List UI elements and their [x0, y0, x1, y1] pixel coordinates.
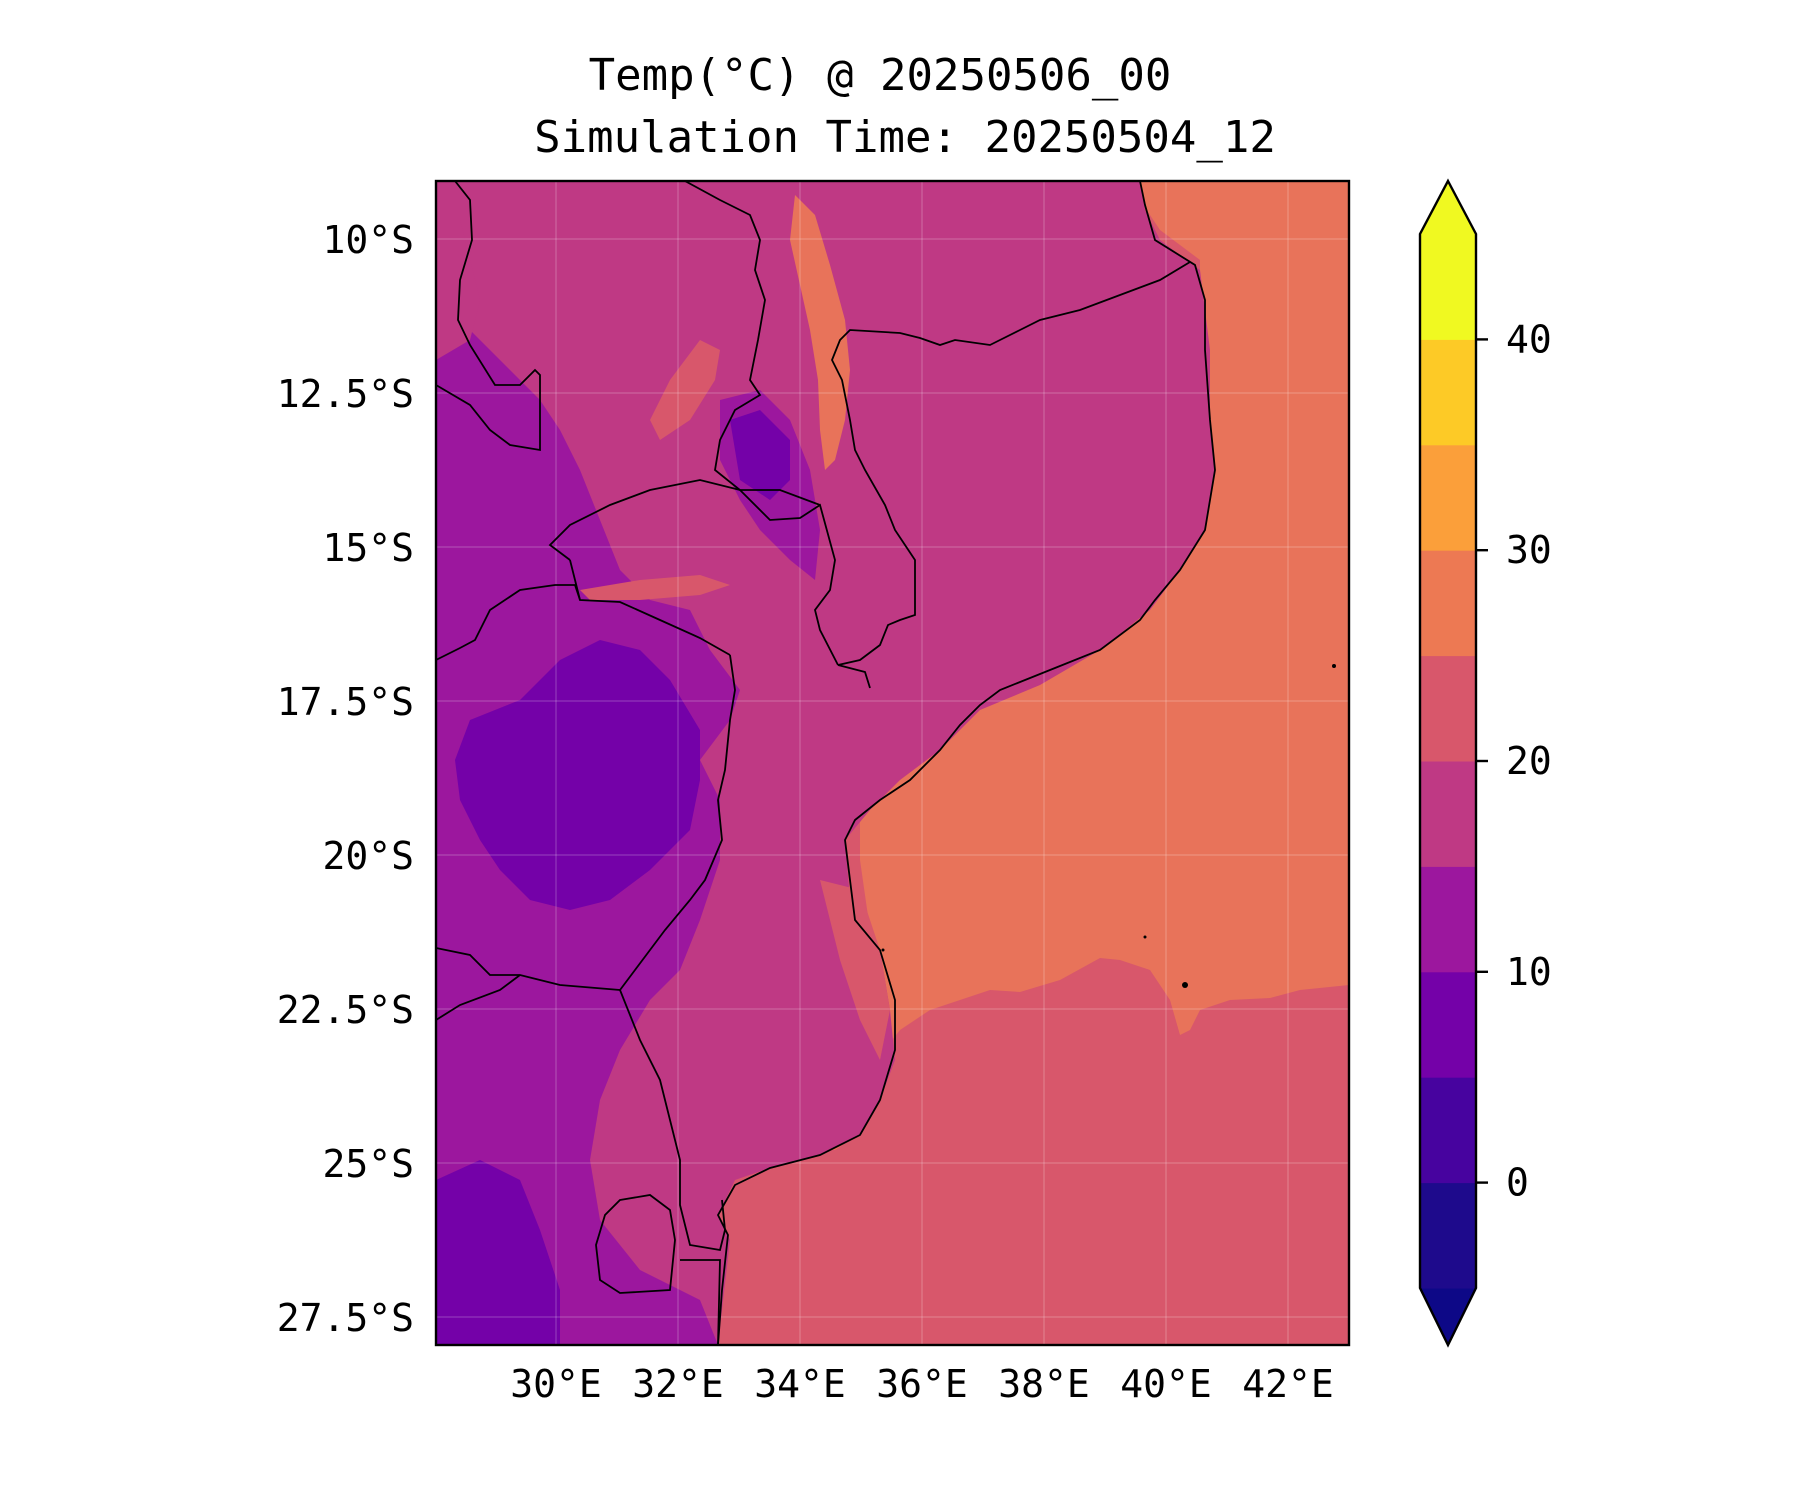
gridlines — [436, 181, 1349, 1345]
colorbar-tick-label: 10 — [1506, 950, 1552, 994]
warm-zambezi-strip — [580, 575, 730, 600]
colorbar-segment — [1420, 339, 1476, 446]
colorbar-extend-under — [1420, 1288, 1476, 1345]
lon-tick-label: 30°E — [510, 1362, 602, 1406]
lat-tick-label: 12.5°S — [277, 372, 414, 416]
lat-tick-label: 15°S — [322, 526, 414, 570]
land-cool-west-edge — [436, 181, 480, 360]
lon-tick-label: 34°E — [754, 1362, 846, 1406]
map-panel — [436, 181, 1349, 1345]
colorbar-segment — [1420, 971, 1476, 1078]
warm-luangwa-strip — [650, 340, 720, 440]
colorbar-tick-label: 40 — [1506, 317, 1552, 361]
colorbar-segment — [1420, 761, 1476, 867]
colorbar-segment — [1420, 550, 1476, 657]
lon-tick-label: 40°E — [1120, 1362, 1212, 1406]
colorbar-segment — [1420, 234, 1476, 340]
coastline — [716, 181, 1216, 1345]
colorbar-segment — [1420, 655, 1476, 762]
warm-rift-strip — [790, 195, 850, 470]
land-cold-zimbabwe — [455, 640, 700, 910]
colorbar-extend-over — [1420, 181, 1476, 234]
lon-tick-label: 36°E — [876, 1362, 968, 1406]
lat-tick-label: 20°S — [322, 834, 414, 878]
lon-tick-label: 42°E — [1242, 1362, 1334, 1406]
land-cold-north-central — [730, 410, 790, 500]
land-field — [436, 181, 1215, 1345]
islands — [881, 664, 1336, 988]
warm-coast-strip — [820, 880, 890, 1060]
lat-axis: 10°S 12.5°S 15°S 17.5°S 20°S 22.5°S 25°S… — [277, 218, 414, 1340]
colorbar-tick-label: 30 — [1506, 528, 1552, 572]
map-frame — [434, 179, 1351, 1347]
colorbar: 0 10 20 30 40 — [1418, 178, 1552, 1348]
colorbar-segment — [1420, 1182, 1476, 1289]
colorbar-segment — [1420, 444, 1476, 551]
colorbar-tick-label: 20 — [1506, 739, 1552, 783]
title-line-2: Simulation Time: 20250504_12 — [534, 112, 1276, 163]
land-cold-south — [436, 1160, 560, 1345]
ocean-north-field — [810, 181, 1349, 1150]
lon-tick-label: 38°E — [998, 1362, 1090, 1406]
lat-tick-label: 27.5°S — [277, 1296, 414, 1340]
title-line-1: Temp(°C) @ 20250506_00 — [588, 50, 1172, 101]
lat-tick-label: 22.5°S — [277, 988, 414, 1032]
lat-tick-label: 10°S — [322, 218, 414, 262]
colorbar-tick-label: 0 — [1506, 1161, 1529, 1205]
colorbar-outline — [1418, 178, 1478, 1348]
lat-tick-label: 17.5°S — [277, 680, 414, 724]
lon-tick-label: 32°E — [632, 1362, 724, 1406]
colorbar-segment — [1420, 1077, 1476, 1184]
lon-axis: 30°E 32°E 34°E 36°E 38°E 40°E 42°E — [510, 1362, 1334, 1406]
lat-tick-label: 25°S — [322, 1142, 414, 1186]
borders — [436, 181, 1191, 1345]
colorbar-segment — [1420, 866, 1476, 973]
